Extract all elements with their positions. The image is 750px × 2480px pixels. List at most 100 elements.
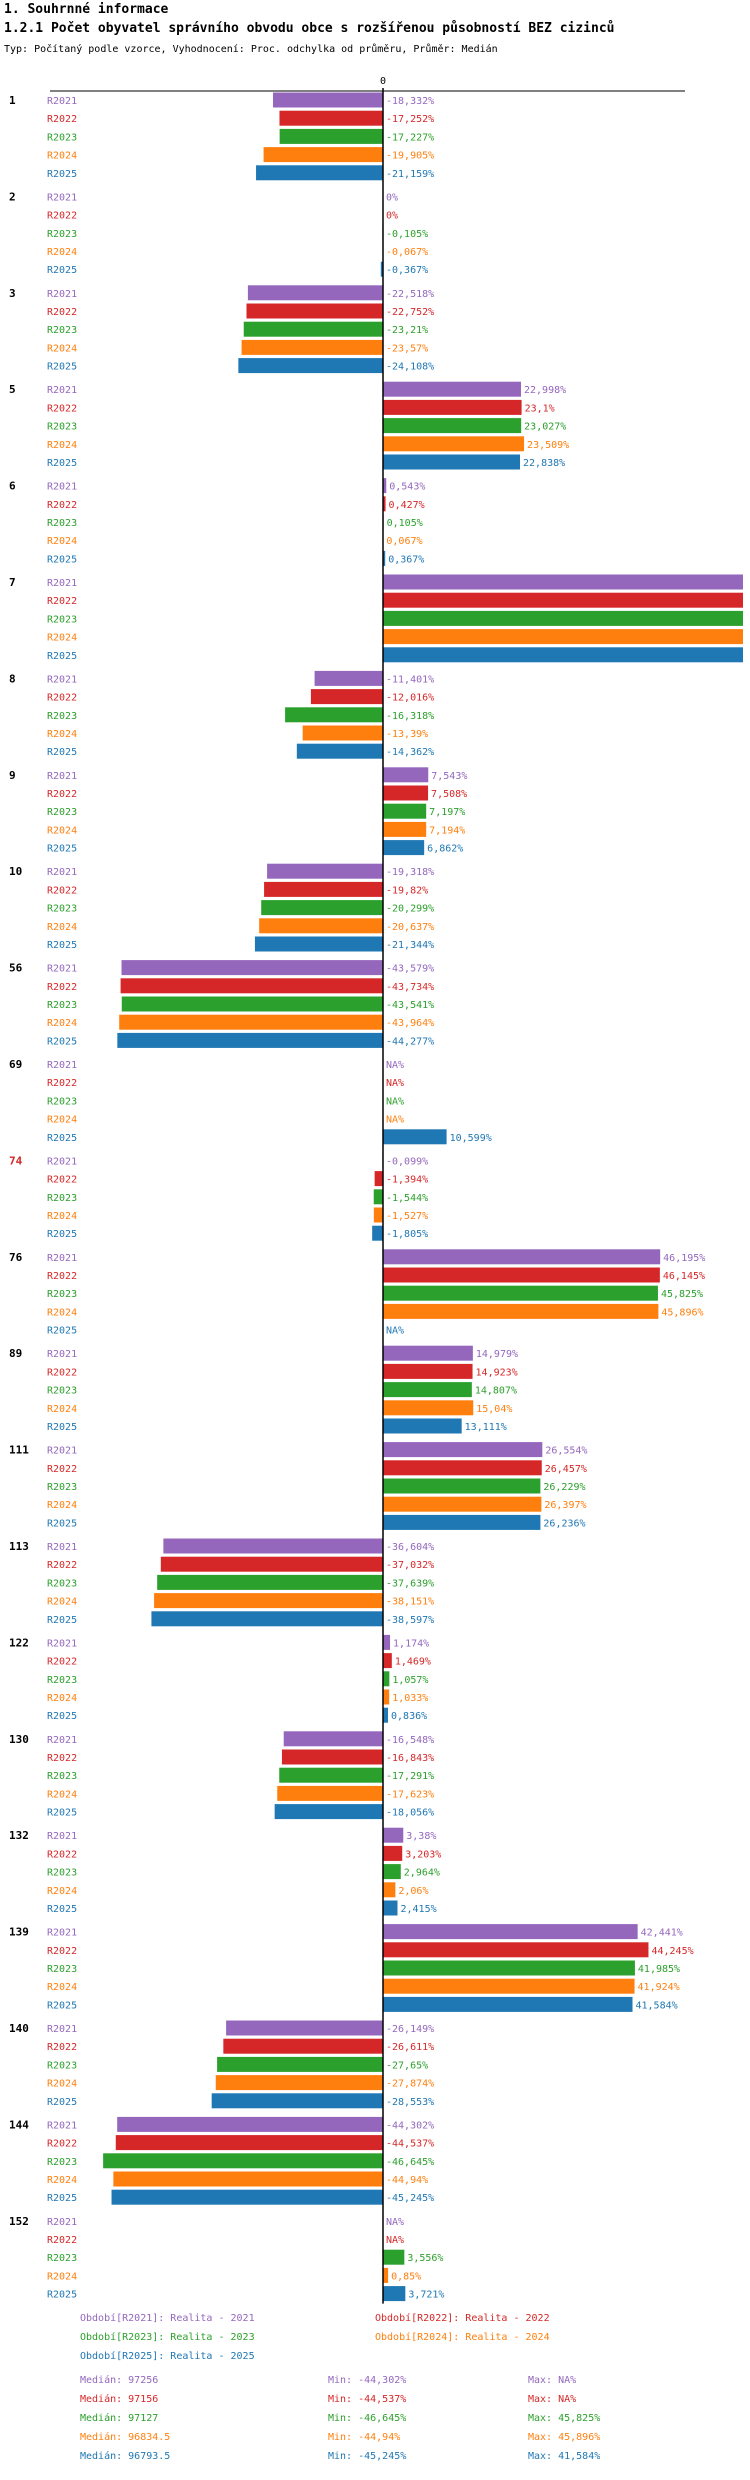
bar [383,550,386,566]
group-label: 8 [9,672,16,685]
bar [383,1345,473,1361]
group-label: 5 [9,383,16,396]
value-label: NA% [386,1115,404,1126]
value-label: -11,401% [386,674,434,685]
bar [211,2093,383,2109]
value-label: -12,016% [386,693,434,704]
bar [373,1189,383,1205]
value-label: 45,825% [661,1289,703,1300]
series-label: R2024 [47,536,77,547]
bar [259,918,383,934]
series-label: R2022 [47,1271,77,1282]
bar [113,2171,384,2187]
series-label: R2021 [47,578,77,589]
series-label: R2023 [47,422,77,433]
value-label: -19,318% [386,867,434,878]
stat-median-r2022: Medián: 97156 [80,2394,159,2405]
series-label: R2021 [47,96,77,107]
series-label: R2022 [47,1464,77,1475]
series-label: R2021 [47,2120,77,2131]
value-label: -38,151% [386,1597,434,1608]
bar [383,2267,389,2283]
series-label: R2024 [47,922,77,933]
value-label: 15,04% [476,1404,512,1415]
bar [120,978,383,994]
group-label: 6 [9,480,16,493]
value-label: -18,332% [386,96,434,107]
bar [151,1611,383,1627]
bar [264,881,383,897]
bar [238,358,383,374]
bar [383,767,429,783]
series-label: R2022 [47,403,77,414]
value-label: 1,174% [393,1638,429,1649]
series-label: R2024 [47,1307,77,1318]
series-label: R2023 [47,1771,77,1782]
group-label: 111 [9,1444,29,1457]
series-label: R2023 [47,807,77,818]
bar [267,863,383,879]
series-label: R2025 [47,1229,77,1240]
bar [383,1514,541,1530]
series-label: R2024 [47,1500,77,1511]
bar [261,900,383,916]
series-label: R2022 [47,1367,77,1378]
group-label: 56 [9,962,23,975]
series-label: R2025 [47,1326,77,1337]
value-label: -16,318% [386,711,434,722]
series-label: R2021 [47,771,77,782]
series-label: R2023 [47,229,77,240]
series-label: R2023 [47,904,77,915]
series-label: R2025 [47,747,77,758]
series-label: R2024 [47,1886,77,1897]
bar [103,2153,383,2169]
bar [279,110,383,126]
series-label: R2021 [47,1446,77,1457]
value-label: -17,252% [386,114,434,125]
value-label: -26,149% [386,2024,434,2035]
bar [383,803,427,819]
value-label: -45,245% [386,2193,434,2204]
bar [121,960,383,976]
series-label: R2023 [47,518,77,529]
value-label: 14,807% [475,1386,517,1397]
value-label: -17,291% [386,1771,434,1782]
value-label: 3,38% [406,1831,436,1842]
series-label: R2022 [47,1753,77,1764]
value-label: -23,57% [386,343,428,354]
value-label: -14,362% [386,747,434,758]
group-label: 89 [9,1347,22,1360]
value-label: -24,108% [386,362,434,373]
series-label: R2021 [47,1928,77,1939]
value-label: -1,544% [386,1193,428,1204]
value-label: 7,194% [429,825,465,836]
bar [374,1171,383,1187]
series-label: R2024 [47,1789,77,1800]
series-label: R2022 [47,1560,77,1571]
bar [383,1942,649,1958]
bar [383,2249,405,2265]
legend-r2021: Období[R2021]: Realita - 2021 [80,2313,255,2324]
value-label: -18,056% [386,1808,434,1819]
series-label: R2024 [47,2079,77,2090]
stat-min-r2021: Min: -44,302% [328,2375,407,2386]
bar [383,629,743,645]
series-label: R2024 [47,729,77,740]
bar [314,670,383,686]
bar [383,478,387,494]
series-label: R2025 [47,1036,77,1047]
bar [383,1460,542,1476]
value-label: -43,964% [386,1018,434,1029]
value-label: -26,611% [386,2042,434,2053]
series-label: R2025 [47,940,77,951]
bar [383,1418,462,1434]
stat-max-r2025: Max: 41,584% [528,2451,601,2462]
bar [383,592,743,608]
bar [372,1225,383,1241]
value-label: 26,236% [543,1518,585,1529]
series-label: R2022 [47,1657,77,1668]
group-label: 140 [9,2022,29,2035]
bar [277,1785,383,1801]
bar [383,1960,635,1976]
series-label: R2022 [47,885,77,896]
